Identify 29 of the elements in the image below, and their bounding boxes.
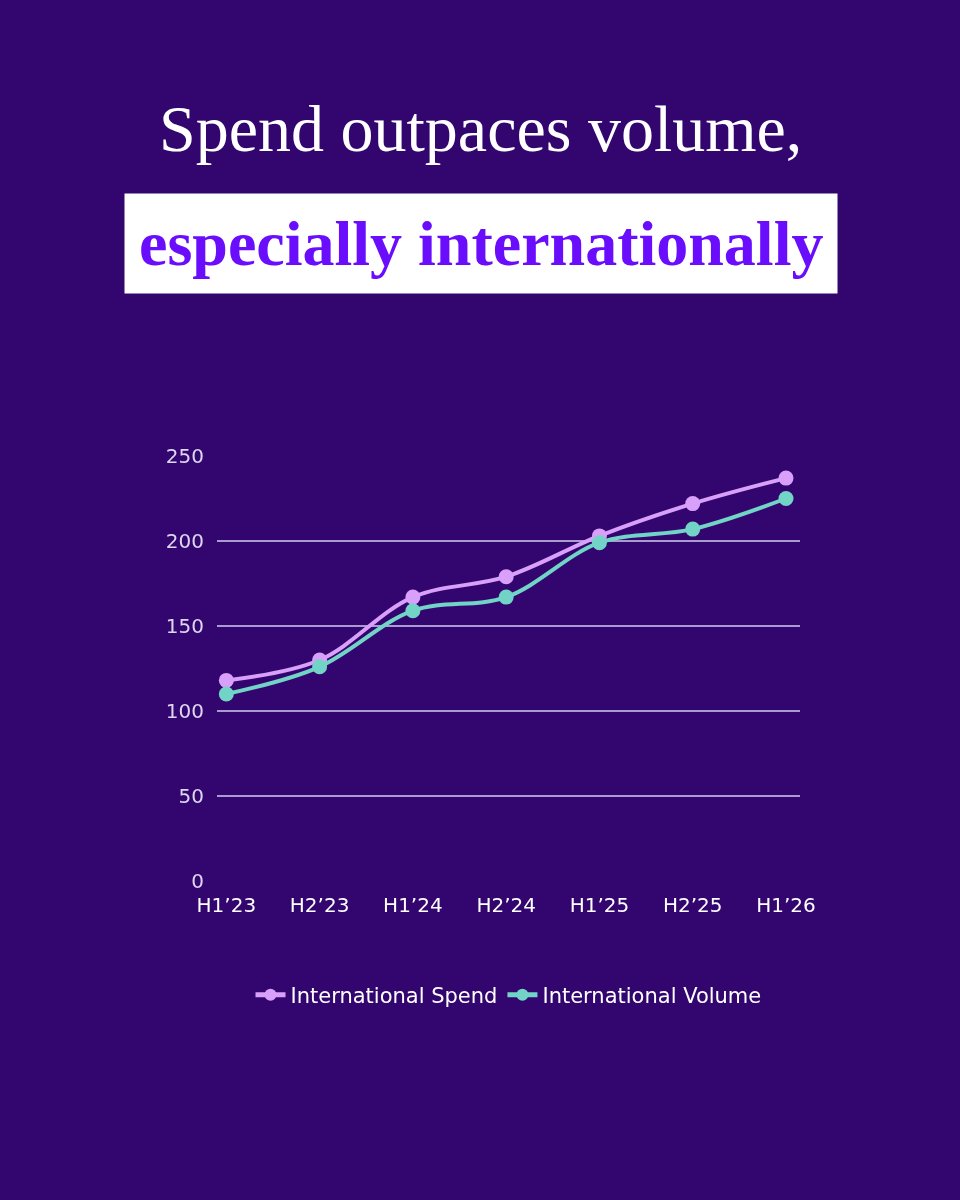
legend-label: International Spend: [290, 983, 498, 1008]
x-tick-label: H1’25: [569, 893, 630, 917]
x-tick-label: H2’24: [476, 893, 536, 917]
point: [498, 589, 514, 605]
point: [405, 589, 421, 605]
point: [498, 569, 514, 585]
chart-title: Spend outpaces volume,: [159, 92, 803, 165]
y-tick-label: 0: [191, 869, 204, 893]
x-tick-label: H2’23: [289, 893, 350, 917]
point: [218, 672, 234, 688]
y-tick-label: 150: [165, 614, 204, 638]
y-tick-label: 250: [165, 444, 204, 468]
y-tick-label: 200: [165, 529, 204, 553]
legend-label: International Volume: [542, 983, 762, 1008]
point: [685, 521, 701, 537]
point: [218, 686, 234, 702]
x-tick-label: H1’23: [196, 893, 257, 917]
point: [405, 603, 421, 619]
x-tick-label: H1’24: [383, 893, 443, 917]
point: [778, 491, 794, 506]
point: [312, 659, 328, 675]
chart-subtitle: especially internationally: [139, 208, 824, 279]
y-tick-label: 100: [165, 699, 204, 723]
x-tick-label: H1’26: [756, 893, 816, 917]
x-tick-label: H2’25: [662, 893, 723, 917]
point: [685, 496, 701, 512]
y-tick-label: 50: [178, 784, 204, 808]
point: [778, 470, 794, 486]
point: [591, 535, 607, 551]
